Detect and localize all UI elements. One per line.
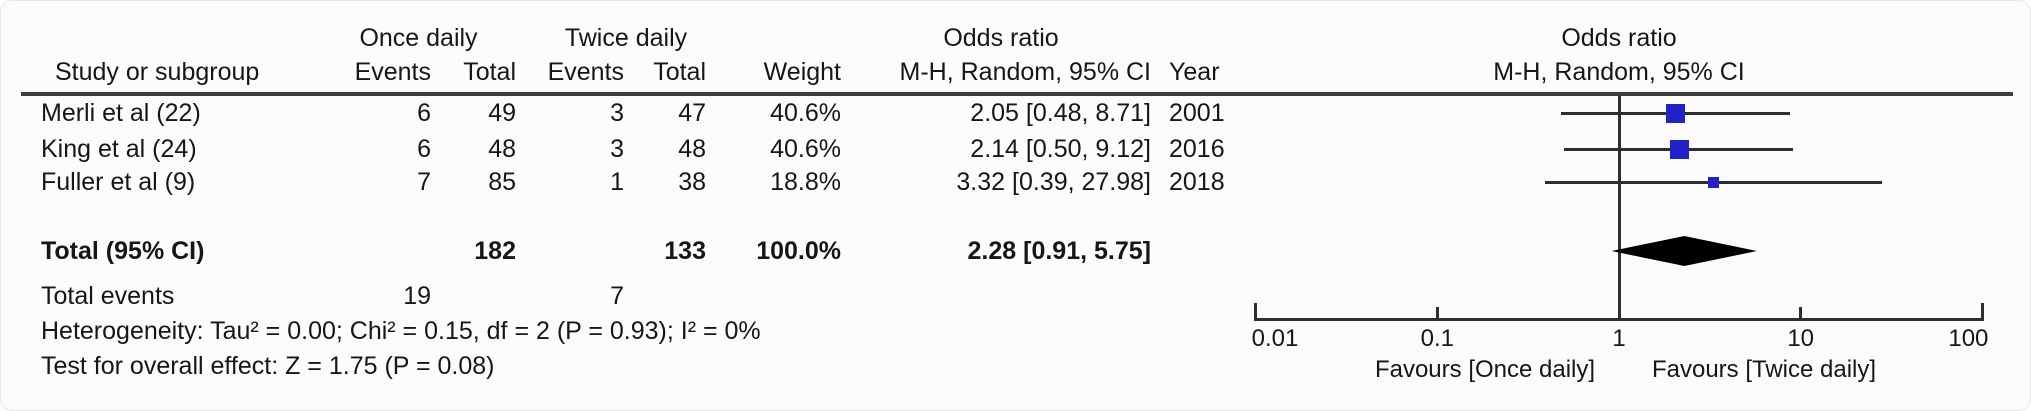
- year-value: 2018: [1169, 168, 1225, 196]
- events-once: 6: [417, 99, 431, 127]
- x-axis-tick-label: 0.01: [1251, 325, 1299, 352]
- total-twice-sum: 133: [664, 237, 706, 265]
- or-column-title: Odds ratio: [943, 24, 1059, 52]
- total-twice: 48: [678, 135, 706, 163]
- column-header-row: Study or subgroup Events Total Events To…: [1, 55, 2030, 89]
- study-row: Merli et al (22) 6 49 3 47 40.6% 2.05 [0…: [1, 96, 2030, 130]
- col-header-total-once: Total: [463, 58, 516, 86]
- total-or-ci: 2.28 [0.91, 5.75]: [967, 237, 1151, 265]
- total-twice: 47: [678, 99, 706, 127]
- plot-title: Odds ratio: [1561, 24, 1677, 52]
- weight-value: 40.6%: [770, 135, 841, 163]
- x-axis-tick-label: 1: [1612, 325, 1626, 352]
- total-twice: 38: [678, 168, 706, 196]
- x-axis-tick: [1435, 307, 1439, 321]
- study-name: Fuller et al (9): [41, 168, 196, 196]
- events-once: 6: [417, 135, 431, 163]
- header-rule: [21, 92, 2013, 96]
- study-name: Merli et al (22): [41, 99, 201, 127]
- total-once: 49: [488, 99, 516, 127]
- group-header-twice-daily: Twice daily: [564, 24, 688, 52]
- total-once-sum: 182: [474, 237, 516, 265]
- col-header-weight: Weight: [763, 58, 841, 86]
- total-once: 85: [488, 168, 516, 196]
- x-axis-tick: [1254, 303, 1258, 321]
- total-events-twice: 7: [610, 282, 624, 310]
- x-axis-tick: [1799, 307, 1803, 321]
- overall-effect-test: Test for overall effect: Z = 1.75 (P = 0…: [41, 352, 495, 380]
- favours-left-label: Favours [Once daily]: [1374, 356, 1596, 383]
- x-axis-tick: [1617, 307, 1621, 321]
- events-twice: 3: [610, 135, 624, 163]
- or-ci-value: 2.05 [0.48, 8.71]: [970, 99, 1151, 127]
- events-once: 7: [417, 168, 431, 196]
- x-axis-tick-label: 100: [1948, 325, 1989, 352]
- no-effect-line: [1617, 96, 1621, 321]
- heterogeneity-stats: Heterogeneity: Tau² = 0.00; Chi² = 0.15,…: [41, 317, 761, 345]
- effect-square: [1669, 139, 1689, 159]
- total-events-once: 19: [403, 282, 431, 310]
- group-header-once-daily: Once daily: [359, 24, 478, 52]
- group-header-row: Once daily Twice daily Odds ratio Odds r…: [1, 21, 2030, 55]
- events-twice: 3: [610, 99, 624, 127]
- year-value: 2016: [1169, 135, 1225, 163]
- plot-subtitle: M-H, Random, 95% CI: [1493, 58, 1745, 86]
- weight-value: 18.8%: [770, 168, 841, 196]
- events-twice: 1: [610, 168, 624, 196]
- col-header-year: Year: [1169, 58, 1220, 86]
- total-once: 48: [488, 135, 516, 163]
- study-row: Fuller et al (9) 7 85 1 38 18.8% 3.32 [0…: [1, 165, 2030, 199]
- col-header-study: Study or subgroup: [55, 58, 260, 86]
- col-header-events-twice: Events: [547, 58, 624, 86]
- effect-square: [1666, 103, 1686, 123]
- study-name: King et al (24): [41, 135, 197, 163]
- col-header-events-once: Events: [354, 58, 431, 86]
- x-axis-tick-label: 0.1: [1420, 325, 1454, 352]
- total-weight: 100.0%: [756, 237, 841, 265]
- weight-value: 40.6%: [770, 99, 841, 127]
- total-events-label: Total events: [41, 282, 175, 310]
- study-row: King et al (24) 6 48 3 48 40.6% 2.14 [0.…: [1, 132, 2030, 166]
- favours-right-label: Favours [Twice daily]: [1651, 356, 1877, 383]
- total-label: Total (95% CI): [41, 237, 205, 265]
- effect-square: [1708, 176, 1720, 188]
- or-ci-value: 2.14 [0.50, 9.12]: [970, 135, 1151, 163]
- x-axis-tick: [1980, 303, 1984, 321]
- total-events-row: Total events 19 7: [1, 279, 2030, 313]
- col-header-or-ci: M-H, Random, 95% CI: [899, 58, 1151, 86]
- year-value: 2001: [1169, 99, 1225, 127]
- or-ci-value: 3.32 [0.39, 27.98]: [956, 168, 1151, 196]
- total-row: Total (95% CI) 182 133 100.0% 2.28 [0.91…: [1, 234, 2030, 268]
- x-axis-tick-label: 10: [1787, 325, 1815, 352]
- col-header-total-twice: Total: [653, 58, 706, 86]
